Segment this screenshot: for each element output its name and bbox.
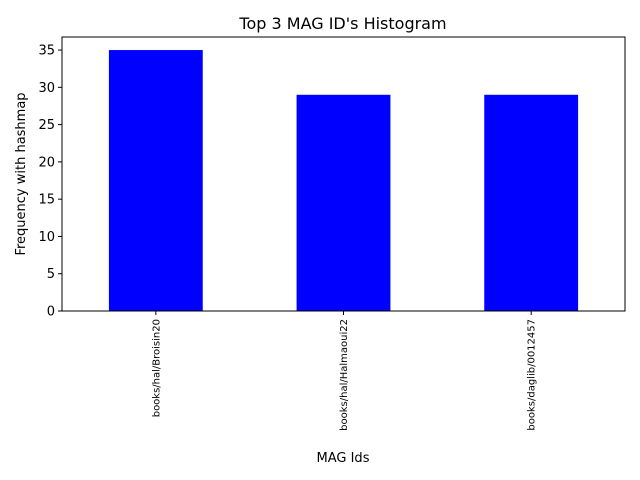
y-axis-ticks: 0 5 10 15 20 25 30 35 <box>38 44 62 320</box>
y-axis-label: Frequency with hashmap <box>14 92 29 255</box>
x-axis-ticks: books/hal/Broisin20 books/hal/Halmaoui22 b… <box>151 311 538 431</box>
y-tick-label-5: 25 <box>38 118 55 133</box>
y-tick-label-6: 30 <box>38 81 55 96</box>
x-axis-label: MAG Ids <box>317 451 370 466</box>
bar-1 <box>296 94 391 311</box>
y-tick-label-4: 20 <box>38 155 55 170</box>
x-tick-label-0: books/hal/Broisin20 <box>151 319 162 417</box>
bars-group <box>108 50 579 312</box>
y-tick-label-3: 15 <box>38 193 55 208</box>
bar-2 <box>484 94 579 311</box>
y-tick-label-0: 0 <box>47 305 55 320</box>
x-tick-label-2: books/daglib/0012457 <box>527 319 538 431</box>
bar-0 <box>108 50 203 312</box>
chart-title: Top 3 MAG ID's Histogram <box>238 14 446 33</box>
y-tick-label-1: 5 <box>47 267 55 282</box>
y-tick-label-2: 10 <box>38 230 55 245</box>
y-tick-label-7: 35 <box>38 44 55 59</box>
x-tick-label-1: books/hal/Halmaoui22 <box>339 319 350 431</box>
plot-frame <box>61 36 626 312</box>
